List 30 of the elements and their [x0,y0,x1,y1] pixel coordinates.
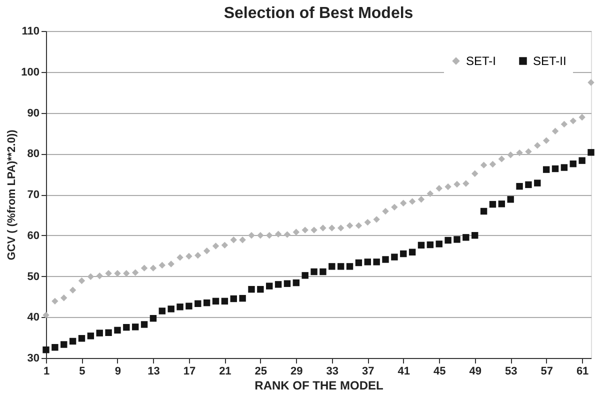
x-tick-label: 61 [576,366,589,378]
y-tick-label: 90 [27,107,40,120]
legend-label: SET-II [533,54,566,68]
y-tick-label: 110 [22,26,40,38]
y-tick-label: 40 [27,312,40,324]
x-tick-label: 5 [79,366,86,378]
x-tick-label: 33 [326,366,339,378]
y-tick-label: 50 [27,270,40,283]
x-tick-label: 49 [469,366,482,378]
x-tick-label: 29 [290,366,303,378]
x-tick-label: 21 [219,366,232,378]
y-tick-label: 80 [27,148,40,160]
x-tick-label: 45 [433,366,446,378]
x-tick-label: 9 [114,366,122,378]
x-tick-label: 53 [504,366,518,378]
y-axis-title: GCV ( (%from LPA)**2.0)) [6,129,18,260]
x-tick-label: 41 [398,366,410,378]
y-tick-label: 100 [21,66,40,78]
x-tick-label: 25 [254,366,268,378]
x-tick-label: 37 [362,366,374,378]
y-tick-label: 30 [27,352,40,364]
legend-label: SET-I [466,54,496,68]
x-tick-label: 17 [183,366,196,378]
x-tick-label: 13 [148,366,160,378]
y-tick-label: 60 [27,230,40,242]
x-axis-title: RANK OF THE MODEL [254,378,384,392]
y-tick-label: 70 [27,189,40,201]
x-tick-label: 57 [540,366,553,378]
chart-title: Selection of Best Models [224,5,414,22]
x-tick-label: 1 [43,366,50,378]
